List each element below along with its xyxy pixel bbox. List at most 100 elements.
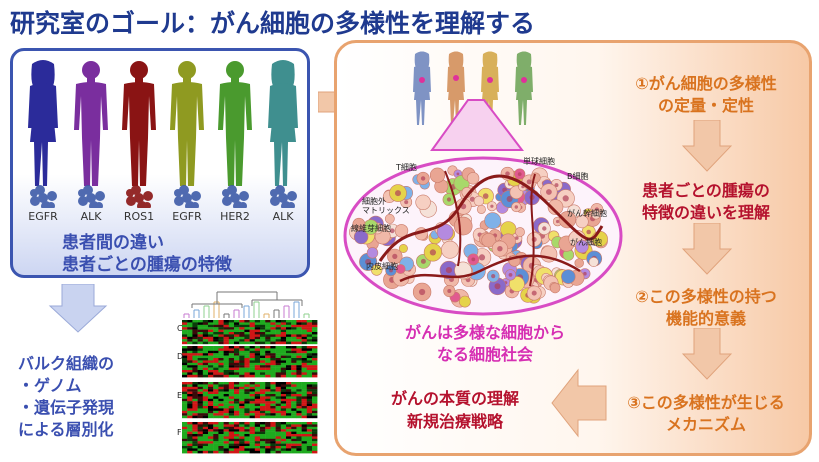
heatmap-cell xyxy=(265,446,271,449)
heatmap-cell xyxy=(265,382,271,385)
heatmap-cell xyxy=(239,358,245,361)
heatmap-cell xyxy=(301,424,307,427)
tumor-cell xyxy=(395,264,406,274)
heatmap-cell xyxy=(265,360,271,363)
heatmap-cell xyxy=(182,403,188,407)
heatmap-cell xyxy=(182,394,188,397)
heatmap-cell xyxy=(254,396,261,399)
heatmap-cell xyxy=(249,341,255,345)
tumor-cell xyxy=(371,264,383,276)
heatmap-cell xyxy=(296,436,302,439)
heatmap-cell xyxy=(270,346,276,349)
heatmap-cell xyxy=(192,441,198,444)
heatmap-cell xyxy=(208,431,214,435)
heatmap-cell xyxy=(218,431,224,435)
heatmap-cell xyxy=(244,362,250,366)
heatmap-cell xyxy=(244,348,250,351)
heatmap-cell xyxy=(249,426,255,430)
heatmap-cell xyxy=(192,429,198,432)
heatmap-cell xyxy=(265,327,271,330)
heatmap-cell xyxy=(296,429,302,432)
heatmap-cell xyxy=(280,389,287,392)
heatmap-cell xyxy=(213,422,219,425)
heatmap-cell xyxy=(291,358,297,361)
heatmap-cell xyxy=(265,398,271,402)
heatmap-cell xyxy=(234,396,240,399)
heatmap-cell xyxy=(280,360,287,363)
heatmap-cell xyxy=(213,360,219,363)
heatmap-cell xyxy=(182,426,188,430)
heatmap-cell xyxy=(301,391,307,395)
heatmap-cell xyxy=(218,339,224,342)
tumor-cell xyxy=(394,224,409,238)
heatmap-cell xyxy=(286,327,292,330)
heatmap-cell xyxy=(187,406,193,409)
heatmap-cell xyxy=(296,450,302,454)
heatmap-cell xyxy=(187,396,193,399)
heatmap-cell xyxy=(286,403,292,407)
heatmap-cell xyxy=(182,358,188,361)
heatmap-cell xyxy=(197,350,203,354)
heatmap-cell xyxy=(280,446,287,449)
heatmap-cell xyxy=(254,320,261,323)
heatmap-cell xyxy=(249,339,255,342)
heatmap-cell xyxy=(202,436,209,439)
heatmap-cell xyxy=(260,324,266,328)
heatmap-cell xyxy=(213,443,219,447)
heatmap-cell xyxy=(280,367,287,371)
heatmap-cell xyxy=(182,431,188,435)
heatmap-cell xyxy=(254,370,261,373)
heatmap-cell xyxy=(197,431,203,435)
heatmap-cell xyxy=(197,441,203,444)
heatmap-cell xyxy=(260,422,266,425)
heatmap-cell xyxy=(275,413,281,416)
heatmap-cell xyxy=(213,406,219,409)
tumor-cell-nucleus xyxy=(445,267,452,274)
heatmap-cell xyxy=(280,365,287,368)
heatmap-cell xyxy=(275,431,281,435)
tumor-cell-nucleus xyxy=(456,172,460,176)
heatmap-cell xyxy=(187,434,193,437)
heatmap-cell xyxy=(228,329,235,333)
heatmap-cell xyxy=(223,320,229,323)
heatmap-cell xyxy=(270,431,276,435)
heatmap-cell xyxy=(228,429,235,432)
gene-label-4: EGFR xyxy=(172,210,202,223)
heatmap-cell xyxy=(223,396,229,399)
heatmap-cell xyxy=(228,401,235,404)
heatmap-cell xyxy=(275,374,281,378)
heatmap-cell xyxy=(286,429,292,432)
heatmap-cell xyxy=(312,332,318,335)
heatmap-cell xyxy=(306,386,313,390)
heatmap-cell xyxy=(208,401,214,404)
heatmap-cell xyxy=(260,329,266,333)
heatmap-cell xyxy=(223,346,229,349)
heatmap-cell xyxy=(301,426,307,430)
heatmap-cell xyxy=(213,320,219,323)
heatmap-cell xyxy=(228,431,235,435)
heatmap-cell xyxy=(280,374,287,378)
heatmap-cell xyxy=(249,353,255,356)
heatmap-cell xyxy=(187,446,193,449)
heatmap-cell xyxy=(254,322,261,325)
heatmap-cell xyxy=(270,443,276,447)
heatmap-cell xyxy=(234,403,240,407)
heatmap-cell xyxy=(187,367,193,371)
heatmap-cell xyxy=(280,334,287,337)
heatmap-cell xyxy=(275,426,281,430)
heatmap-cell xyxy=(234,334,240,337)
heatmap-cell xyxy=(249,374,255,378)
heatmap-cell xyxy=(218,443,224,447)
heatmap-cell xyxy=(228,339,235,342)
heatmap-cell xyxy=(182,370,188,373)
heatmap-cell xyxy=(265,438,271,442)
heatmap-cell xyxy=(228,382,235,385)
heatmap-cell xyxy=(280,386,287,390)
heatmap-cell xyxy=(301,324,307,328)
heatmap-cell xyxy=(265,406,271,409)
heatmap-cell xyxy=(192,403,198,407)
heatmap-cell xyxy=(249,389,255,392)
heatmap-cell xyxy=(239,367,245,371)
heatmap-cell xyxy=(228,353,235,356)
heatmap-cell xyxy=(218,448,224,451)
